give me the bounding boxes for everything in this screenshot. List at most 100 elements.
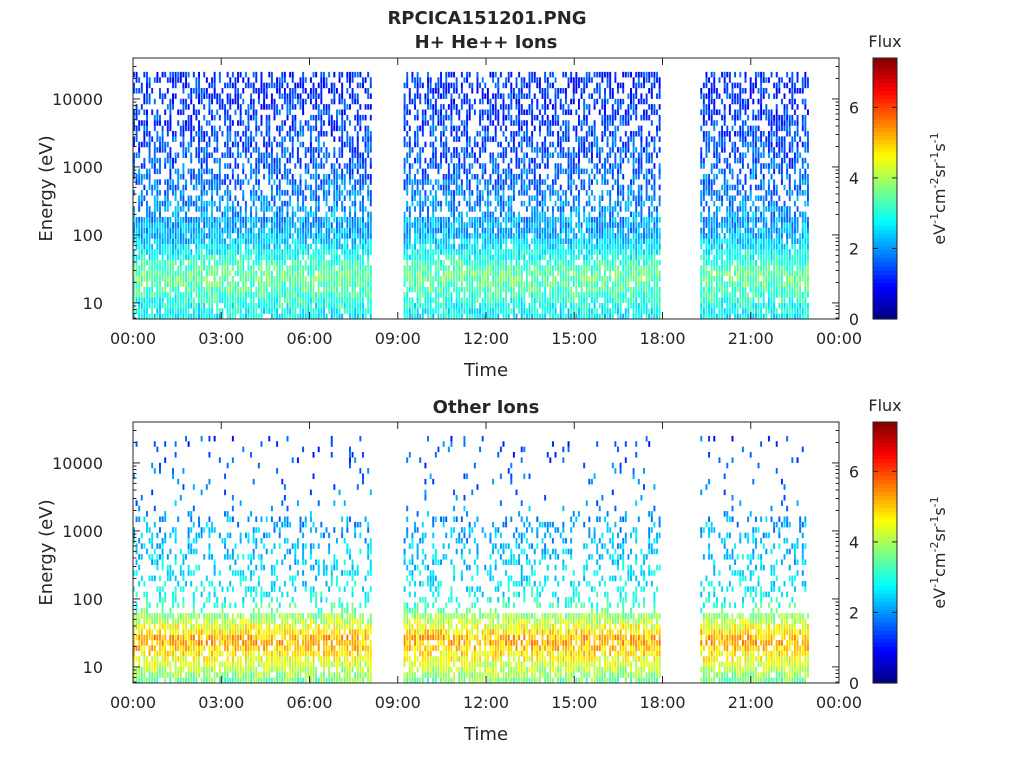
spectrogram-cell [325,147,328,153]
spectrogram-cell [406,254,409,261]
spectrogram-cell [499,200,502,207]
spectrogram-cell [554,163,557,169]
spectrogram-cell [208,152,211,159]
spectrogram-cell [450,227,453,234]
spectrogram-cell [263,173,266,180]
spectrogram-cell [486,88,489,94]
spectrogram-cell [169,286,172,293]
spectrogram-cell [567,168,570,175]
spectrogram-cell [270,259,273,266]
spectrogram-cell [538,163,541,169]
spectrogram-cell [213,114,216,121]
spectrogram-cell [226,243,229,250]
spectrogram-cell [247,82,250,89]
spectrogram-cell [362,216,364,223]
spectrogram-cell [208,109,211,116]
spectrogram-cell [499,173,502,180]
spectrogram-cell [195,179,198,185]
spectrogram-cell [549,308,552,314]
spectrogram-cell [187,206,190,212]
spectrogram-cell [166,157,169,164]
spectrogram-cell [140,141,143,148]
spectrogram-cell [338,147,341,153]
spectrogram-cell [346,77,349,83]
spectrogram-cell [200,157,203,164]
spectrogram-cell [278,227,281,234]
spectrogram-cell [140,297,143,304]
spectrogram-cell [198,109,201,116]
spectrogram-cell [536,308,539,314]
spectrogram-cell [133,88,135,94]
spectrogram-cell [283,243,286,250]
spectrogram-cell [257,152,260,159]
spectrogram-cell [203,200,206,207]
spectrogram-cell [536,206,539,212]
spectrogram-cell [304,259,307,266]
spectrogram-cell [494,125,497,132]
spectrogram-cell [187,195,190,202]
spectrogram-cell [312,88,315,94]
spectrogram-cell [421,302,424,309]
spectrogram-cell [159,259,161,266]
spectrogram-cell [479,276,482,282]
spectrogram-cell [416,254,419,261]
spectrogram-cell [299,206,302,212]
spectrogram-cell [309,195,312,202]
spectrogram-cell [346,292,349,298]
spectrogram-cell [479,147,482,153]
spectrogram-cell [525,249,528,255]
spectrogram-cell [146,227,148,234]
spectrogram-cell [166,77,169,83]
spectrogram-cell [466,93,469,99]
spectrogram-cell [226,233,229,239]
spectrogram-cell [148,179,151,185]
spectrogram-cell [208,104,211,110]
spectrogram-cell [317,200,320,207]
spectrogram-cell [143,276,146,282]
spectrogram-cell [143,141,146,148]
spectrogram-cell [362,114,364,121]
spectrogram-cell [140,302,143,309]
spectrogram-cell [291,276,294,282]
spectrogram-cell [325,243,328,250]
spectrogram-cell [492,292,495,298]
spectrogram-cell [213,147,216,153]
spectrogram-cell [445,270,448,277]
spectrogram-cell [557,238,560,244]
spectrogram-cell [359,308,362,314]
spectrogram-cell [557,297,560,304]
spectrogram-cell [473,173,476,180]
spectrogram-cell [471,297,474,304]
spectrogram-cell [502,184,505,191]
spectrogram-cell [179,125,182,132]
spectrogram-cell [148,313,151,320]
spectrogram-cell [177,238,180,244]
spectrogram-cell [208,302,211,309]
spectrogram-cell [255,157,258,164]
spectrogram-cell [481,93,484,99]
spectrogram-cell [447,302,450,309]
spectrogram-cell [187,141,190,148]
spectrogram-cell [231,200,234,207]
spectrogram-cell [294,281,297,287]
spectrogram-cell [562,109,565,116]
spectrogram-cell [281,302,284,309]
spectrogram-cell [515,222,518,228]
spectrogram-cell [250,297,253,304]
spectrogram-cell [424,265,427,271]
spectrogram-cell [229,227,232,234]
spectrogram-cell [190,270,193,277]
spectrogram-cell [533,77,536,83]
spectrogram-cell [182,249,185,255]
spectrogram-cell [283,292,286,298]
spectrogram-cell [442,233,445,239]
spectrogram-cell [458,152,461,159]
spectrogram-cell [567,227,570,234]
spectrogram-cell [343,265,346,271]
spectrogram-cell [302,88,305,94]
spectrogram-cell [338,190,341,196]
spectrogram-cell [466,302,469,309]
spectrogram-cell [440,227,443,234]
spectrogram-cell [434,216,437,223]
spectrogram-cell [453,88,456,94]
